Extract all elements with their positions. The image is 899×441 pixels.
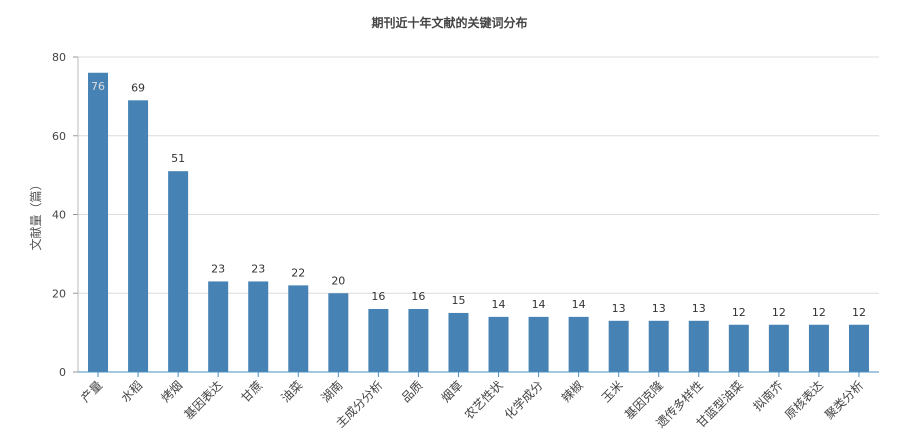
y-tick-label: 20 xyxy=(52,287,66,300)
data-label: 15 xyxy=(451,294,465,307)
data-label: 76 xyxy=(91,80,105,93)
y-tick-label: 80 xyxy=(52,51,66,64)
bar[interactable] xyxy=(168,171,189,372)
bar[interactable] xyxy=(248,281,269,372)
y-tick-label: 60 xyxy=(52,130,66,143)
x-tick-label: 水稻 xyxy=(118,378,145,405)
data-label: 12 xyxy=(732,306,746,319)
x-tick-label: 产量 xyxy=(78,378,105,405)
x-tick-label: 基因表达 xyxy=(181,378,225,422)
data-label: 13 xyxy=(652,302,666,315)
bar[interactable] xyxy=(368,309,389,372)
y-tick-label: 0 xyxy=(59,366,66,379)
data-label: 22 xyxy=(291,266,305,279)
bar[interactable] xyxy=(128,100,149,372)
bar[interactable] xyxy=(728,324,749,372)
bar[interactable] xyxy=(88,72,109,372)
y-axis-label: 文献量（篇） xyxy=(28,178,43,250)
data-label: 14 xyxy=(532,298,546,311)
x-tick-label: 玉米 xyxy=(599,378,626,405)
x-tick-label: 烟草 xyxy=(439,378,466,405)
bar[interactable] xyxy=(288,285,309,372)
bar[interactable] xyxy=(848,324,869,372)
chart-title: 期刊近十年文献的关键词分布 xyxy=(371,16,528,30)
x-tick-label: 甘蔗 xyxy=(238,378,265,405)
x-tick-label: 化学成分 xyxy=(501,378,546,423)
data-label: 12 xyxy=(852,306,866,319)
data-label: 14 xyxy=(572,298,586,311)
bar[interactable] xyxy=(808,324,829,372)
bar[interactable] xyxy=(328,293,349,372)
bar[interactable] xyxy=(688,320,709,372)
x-tick-label: 辣椒 xyxy=(559,378,586,405)
x-tick-label: 品质 xyxy=(399,378,426,405)
data-label: 14 xyxy=(492,298,506,311)
bar[interactable] xyxy=(528,316,549,372)
bar[interactable] xyxy=(568,316,589,372)
x-tick-label: 聚类分析 xyxy=(822,378,866,422)
data-label: 13 xyxy=(612,302,626,315)
x-tick-label: 拟南芥 xyxy=(750,378,786,414)
data-label: 12 xyxy=(812,306,826,319)
bar[interactable] xyxy=(608,320,629,372)
data-label: 69 xyxy=(131,81,145,94)
bar[interactable] xyxy=(648,320,669,372)
bar[interactable] xyxy=(408,309,429,372)
data-label: 51 xyxy=(171,152,185,165)
x-tick-label: 油菜 xyxy=(279,378,306,405)
data-label: 16 xyxy=(371,290,385,303)
x-tick-label: 农艺性状 xyxy=(462,378,506,422)
data-label: 16 xyxy=(411,290,425,303)
bar[interactable] xyxy=(208,281,229,372)
x-tick-label: 原核表达 xyxy=(782,378,826,422)
data-label: 13 xyxy=(692,302,706,315)
data-label: 23 xyxy=(211,262,225,275)
y-tick-label: 40 xyxy=(52,209,66,222)
x-tick-label: 湖南 xyxy=(318,378,346,406)
data-label: 20 xyxy=(331,274,345,287)
bar[interactable] xyxy=(448,312,469,372)
data-label: 12 xyxy=(772,306,786,319)
bar[interactable] xyxy=(768,324,789,372)
bar[interactable] xyxy=(488,316,509,372)
x-tick-label: 烤烟 xyxy=(158,378,186,406)
data-label: 23 xyxy=(251,262,265,275)
